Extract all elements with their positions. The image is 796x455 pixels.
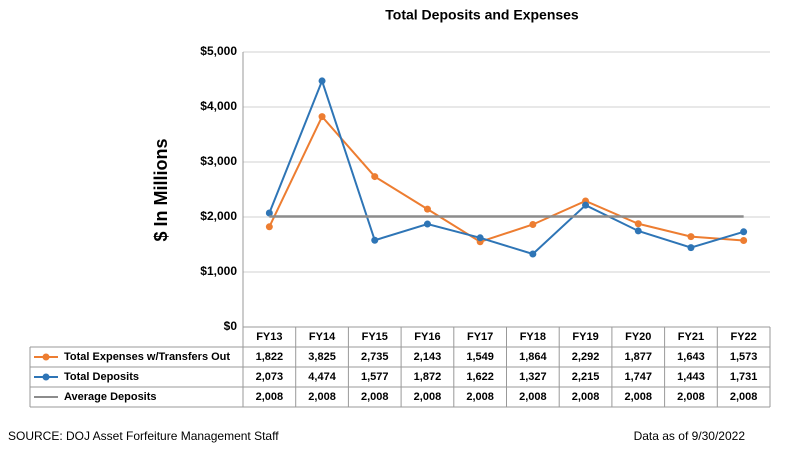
- table-value: 4,474: [308, 371, 336, 383]
- x-tick-label: FY22: [731, 331, 757, 343]
- table-value: 1,747: [624, 371, 652, 383]
- point: [740, 228, 748, 236]
- point: [318, 113, 326, 121]
- chart-title: Total Deposits and Expenses: [385, 7, 579, 23]
- table-value: 2,008: [466, 391, 494, 403]
- point: [529, 220, 537, 228]
- table-value: 2,073: [256, 371, 284, 383]
- table-value: 1,731: [730, 371, 758, 383]
- x-tick-label: FY19: [572, 331, 598, 343]
- x-tick-label: FY16: [414, 331, 440, 343]
- legend-marker: [42, 373, 50, 381]
- series-line: [268, 78, 744, 256]
- series-line: [268, 114, 744, 243]
- table-value: 2,008: [361, 391, 389, 403]
- table-value: 2,008: [572, 391, 600, 403]
- x-tick-label: FY17: [467, 331, 493, 343]
- table-value: 2,735: [361, 351, 389, 363]
- table-value: 2,008: [308, 391, 336, 403]
- table-value: 2,008: [519, 391, 547, 403]
- x-tick-label: FY18: [520, 331, 546, 343]
- date-note: Data as of 9/30/2022: [634, 429, 746, 443]
- table-value: 1,877: [624, 351, 652, 363]
- point: [687, 233, 695, 241]
- y-tick-label: $5,000: [200, 44, 237, 58]
- table-value: 2,215: [572, 371, 600, 383]
- y-tick-label: $3,000: [200, 154, 237, 168]
- legend-label: Average Deposits: [64, 391, 157, 403]
- table-value: 2,008: [624, 391, 652, 403]
- x-tick-label: FY13: [256, 331, 282, 343]
- point: [740, 236, 748, 244]
- y-tick-label: $4,000: [200, 99, 237, 113]
- x-tick-label: FY20: [625, 331, 651, 343]
- legend-marker: [42, 353, 50, 361]
- table-value: 2,292: [572, 351, 600, 363]
- table-value: 1,643: [677, 351, 705, 363]
- source-note: SOURCE: DOJ Asset Forfeiture Management …: [8, 429, 279, 443]
- table-value: 2,008: [414, 391, 442, 403]
- legend-label: Total Expenses w/Transfers Out: [64, 351, 230, 363]
- point: [634, 220, 642, 228]
- table-value: 1,864: [519, 351, 547, 363]
- table-value: 2,008: [677, 391, 705, 403]
- point: [265, 209, 273, 217]
- y-axis-label: $ In Millions: [151, 138, 171, 241]
- table-value: 3,825: [308, 351, 336, 363]
- legend-label: Total Deposits: [64, 371, 139, 383]
- table-value: 1,327: [519, 371, 547, 383]
- table-value: 2,008: [730, 391, 758, 403]
- table-value: 1,549: [466, 351, 494, 363]
- point: [476, 234, 484, 242]
- point: [371, 173, 379, 181]
- table-value: 1,872: [414, 371, 442, 383]
- table-value: 2,143: [414, 351, 442, 363]
- point: [529, 250, 537, 258]
- point: [423, 205, 431, 213]
- table-value: 1,822: [256, 351, 284, 363]
- x-tick-label: FY15: [362, 331, 388, 343]
- table-value: 1,577: [361, 371, 389, 383]
- point: [371, 236, 379, 244]
- point: [265, 223, 273, 231]
- point: [318, 77, 326, 85]
- table-value: 2,008: [256, 391, 284, 403]
- x-tick-label: FY21: [678, 331, 704, 343]
- point: [634, 227, 642, 235]
- point: [582, 201, 590, 209]
- table-value: 1,622: [466, 371, 494, 383]
- y-tick-label: $1,000: [200, 264, 237, 278]
- y-tick-label: $0: [224, 319, 238, 333]
- table-value: 1,573: [730, 351, 758, 363]
- table-value: 1,443: [677, 371, 705, 383]
- point: [423, 220, 431, 228]
- x-tick-label: FY14: [309, 331, 336, 343]
- point: [687, 244, 695, 252]
- y-tick-label: $2,000: [200, 209, 237, 223]
